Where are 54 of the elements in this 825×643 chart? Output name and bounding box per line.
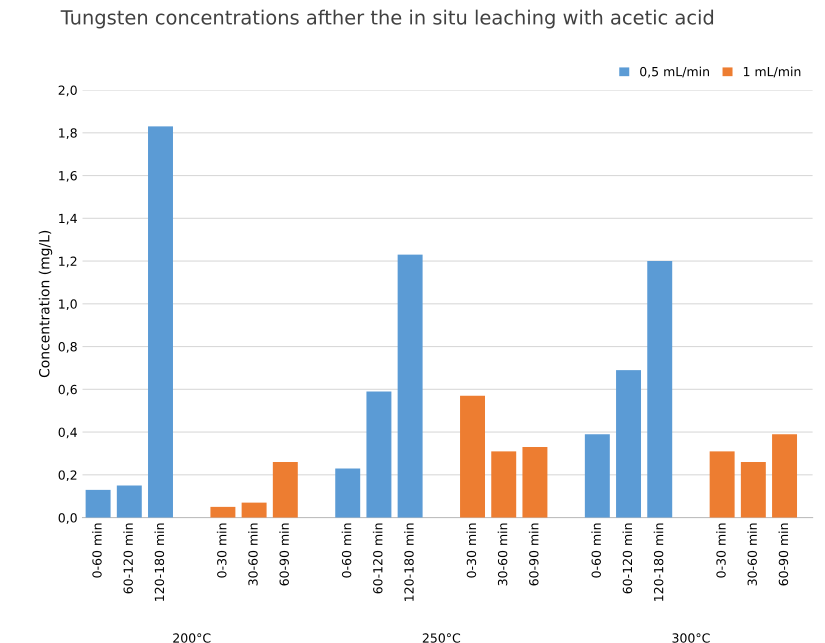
bar: [522, 447, 548, 518]
x-tick-label: 60-120 min: [123, 524, 133, 594]
x-tick-label: 0-60 min: [342, 524, 352, 578]
y-tick-label: 1,2: [59, 256, 76, 268]
x-tick-label: 0-60 min: [92, 524, 102, 578]
y-tick-label: 0,6: [58, 384, 77, 396]
text: 300°C: [672, 633, 710, 643]
text: 200°C: [173, 633, 210, 643]
bar: [242, 502, 267, 518]
x-tick-label: 0-30 min: [216, 524, 227, 578]
bar: [210, 506, 236, 518]
bar: [116, 486, 142, 518]
x-tick-label: 30-60 min: [747, 524, 757, 586]
x-tick-label: 30-60 min: [498, 524, 508, 586]
y-tick-label: 1,4: [59, 214, 77, 224]
y-tick-label: 1,8: [59, 128, 77, 139]
bar: [772, 434, 798, 518]
x-tick-label: 120-180 min: [154, 524, 164, 601]
x-tick-label: 60-90 min: [778, 524, 788, 586]
chart-title: Tungsten concentrations afther the in situ leaching with acetic acid: [60, 10, 714, 28]
x-tick-label: 60-90 min: [279, 524, 289, 586]
x-tick-label: 0-30 min: [716, 524, 726, 578]
bar: [148, 126, 173, 518]
legend-label: 0,5 mL/min: [640, 66, 709, 78]
x-tick-label: 60-120 min: [622, 524, 632, 594]
y-tick-label: 1,6: [59, 171, 77, 182]
bar: [86, 490, 111, 518]
y-tick-label: 0,2: [58, 470, 76, 482]
y-tick-label: 0,8: [58, 342, 77, 353]
bar: [616, 370, 642, 518]
text: 250°C: [422, 633, 460, 643]
bar: [740, 462, 766, 518]
x-tick-label: 120-180 min: [404, 524, 414, 601]
y-axis-title: Concentration (mg/L): [38, 230, 52, 378]
bar: [584, 434, 610, 518]
x-tick-label: 0-30 min: [466, 524, 476, 578]
bar: [710, 451, 735, 518]
legend-label: 1 mL/min: [744, 66, 800, 78]
x-tick-label: 60-90 min: [528, 524, 539, 586]
x-tick-label: 120-180 min: [654, 524, 664, 601]
bar: [366, 391, 392, 518]
bar: [460, 396, 486, 518]
bar: [491, 451, 516, 518]
bar: [398, 254, 423, 518]
y-tick-label: 2,0: [58, 85, 77, 96]
bar: [272, 462, 298, 518]
x-tick-label: 60-120 min: [372, 524, 383, 594]
y-tick-label: 0,0: [58, 513, 77, 524]
y-tick-label: 1,0: [59, 299, 77, 310]
y-tick-label: 0,4: [58, 428, 77, 438]
x-tick-label: 0-60 min: [591, 524, 601, 578]
bar: [335, 468, 360, 518]
x-tick-label: 30-60 min: [248, 524, 258, 586]
bar: [647, 261, 672, 518]
